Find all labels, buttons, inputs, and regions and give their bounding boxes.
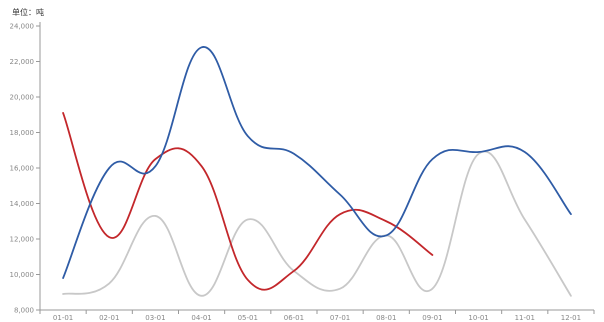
- x-tick-label: 08-01: [376, 314, 396, 322]
- y-tick-label: 18,000: [10, 129, 35, 137]
- y-axis-ticks: 8,000 10,000 12,000 14,000 16,000 18,000 20,00…: [10, 23, 40, 315]
- x-tick-label: 07-01: [330, 314, 350, 322]
- y-tick-label: 8,000: [14, 307, 34, 315]
- x-tick-label: 09-01: [422, 314, 442, 322]
- x-tick-label: 11-01: [515, 314, 535, 322]
- x-tick-label: 03-01: [145, 314, 165, 322]
- x-axis-ticks: 01-01 02-01 03-01 04-01 05-01 06-01 07-01 08-01…: [39, 310, 595, 322]
- x-tick-label: 01-01: [53, 314, 73, 322]
- y-tick-label: 14,000: [10, 200, 35, 208]
- x-tick-label: 02-01: [99, 314, 119, 322]
- y-tick-label: 16,000: [10, 165, 35, 173]
- x-tick-label: 04-01: [191, 314, 211, 322]
- series-line-1: [62, 46, 572, 279]
- y-tick-label: 12,000: [10, 236, 35, 244]
- x-tick-label: 05-01: [238, 314, 258, 322]
- y-tick-label: 20,000: [10, 94, 35, 102]
- x-tick-label: 10-01: [468, 314, 488, 322]
- y-tick-label: 22,000: [10, 58, 35, 66]
- y-tick-label: 24,000: [10, 23, 35, 31]
- series-line-2: [62, 112, 434, 291]
- chart-series: [62, 46, 572, 297]
- y-tick-label: 10,000: [10, 271, 35, 279]
- unit-label: 单位：吨: [12, 8, 44, 17]
- chart-axes: [39, 22, 594, 311]
- x-tick-label: 12-01: [561, 314, 581, 322]
- x-tick-label: 06-01: [284, 314, 304, 322]
